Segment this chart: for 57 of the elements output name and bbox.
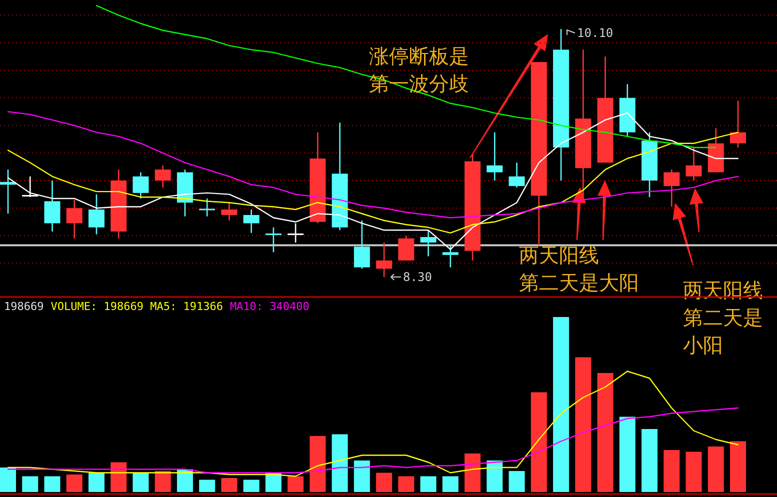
bar (530, 392, 547, 492)
bar (221, 478, 238, 492)
annotation: 10.10 (577, 26, 614, 40)
candlestick (264, 226, 282, 253)
annotation: 两天阳线第二天是大阳 (519, 243, 639, 294)
candlestick (198, 198, 216, 218)
candlestick (286, 222, 304, 244)
bar (310, 436, 326, 492)
text: 198669 (4, 300, 44, 313)
bar (642, 429, 658, 492)
bar (730, 441, 746, 492)
bar (575, 357, 592, 492)
bar (0, 468, 16, 492)
bar (553, 317, 570, 492)
candlestick (66, 199, 82, 240)
candlestick (221, 202, 238, 222)
bar (464, 454, 481, 492)
candlestick (442, 244, 458, 268)
bar (508, 471, 525, 492)
bar (686, 452, 702, 492)
bar (88, 472, 104, 492)
bar (288, 476, 304, 492)
candlestick (354, 220, 370, 270)
bar (132, 472, 149, 492)
text: VOLUME: 198669 MA5: 191366 (50, 300, 223, 313)
candlestick (730, 100, 746, 148)
candlestick (376, 242, 392, 278)
bar (398, 476, 414, 492)
candlestick (664, 168, 680, 208)
bar (332, 434, 348, 492)
bar (199, 480, 216, 492)
candlestick (398, 235, 414, 262)
candlestick (508, 162, 525, 188)
candlestick (243, 208, 260, 234)
candlestick (132, 172, 149, 200)
bar (420, 476, 436, 492)
bar (154, 471, 171, 492)
candlestick (21, 176, 39, 198)
candlestick (88, 194, 104, 235)
bar (597, 373, 614, 492)
bar (708, 446, 724, 492)
annotation: 8.30 (403, 270, 432, 284)
bar (243, 480, 260, 492)
bar (66, 474, 82, 492)
candlestick (44, 180, 60, 232)
candlestick (154, 164, 171, 188)
bar (376, 472, 392, 492)
candlestick (686, 146, 702, 182)
bar (664, 450, 680, 492)
bar (442, 476, 458, 492)
bar (619, 416, 636, 492)
bar (22, 476, 38, 492)
candlestick (420, 230, 436, 257)
bar (44, 476, 60, 492)
text: MA10: 340400 (230, 300, 310, 313)
bar (486, 460, 503, 492)
bar (354, 460, 370, 492)
